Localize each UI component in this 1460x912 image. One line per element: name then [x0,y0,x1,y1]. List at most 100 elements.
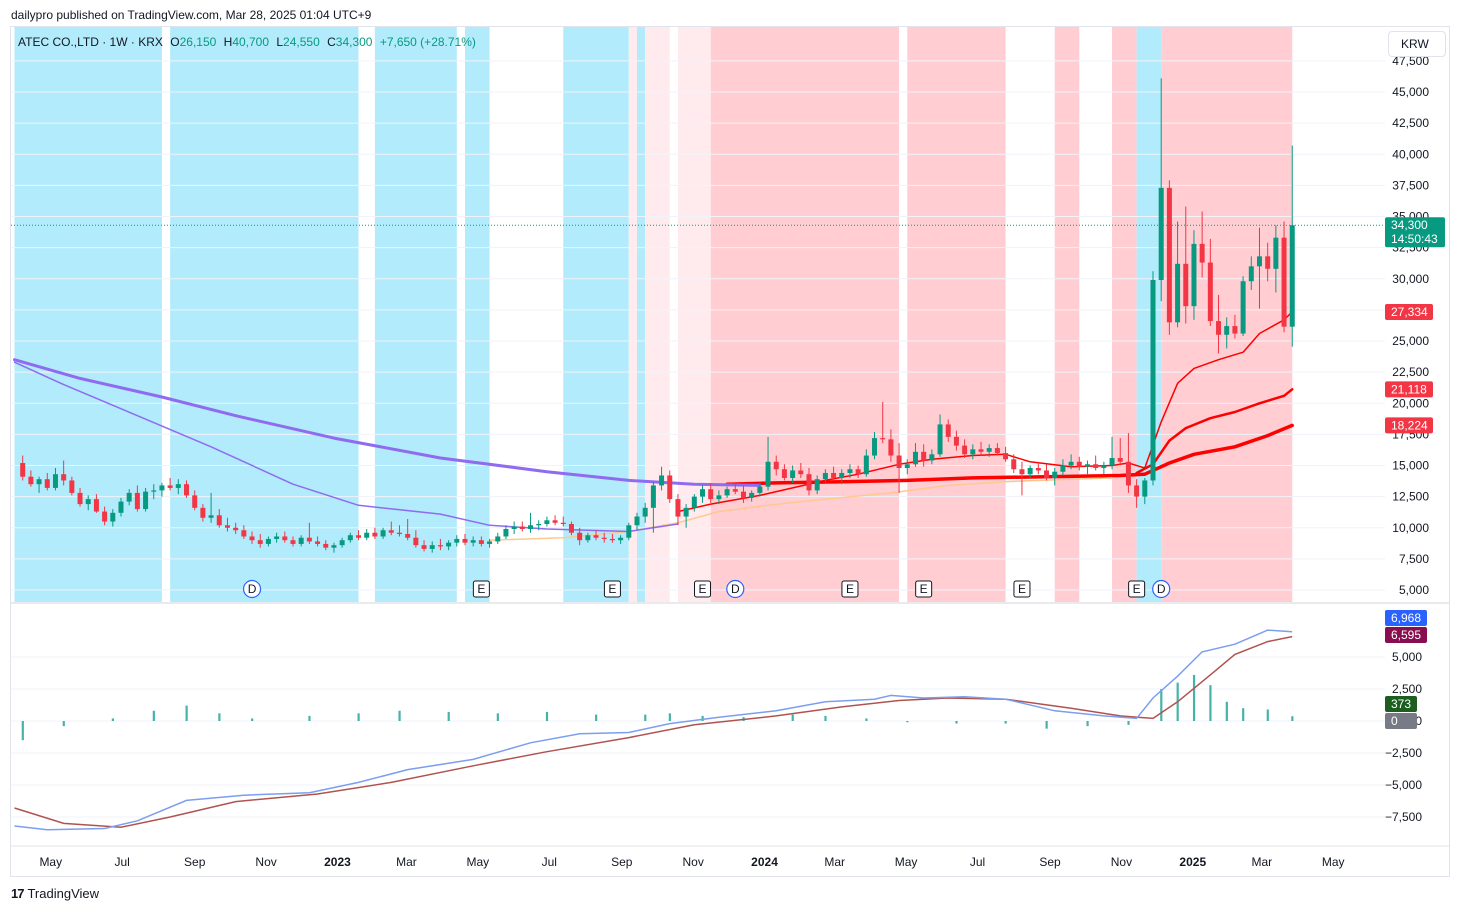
candle-body [822,472,828,480]
candle-body [863,455,869,475]
legend-open-label: O [170,35,180,49]
moving-average-line [488,477,1113,541]
histogram-bar [595,714,598,721]
candle-body [52,474,58,488]
oscillator-label-tag [1385,696,1417,712]
candle-body [364,532,370,538]
earnings-marker[interactable] [1128,580,1146,598]
candle-body [1175,263,1181,323]
time-axis-tick: Nov [682,855,703,869]
moving-average-line [13,361,679,533]
time-axis-tick: May [895,855,918,869]
background-band [710,27,900,602]
candle-body [388,530,394,533]
candle-body [93,499,99,512]
candle-body [1035,467,1041,471]
legend-change: +7,650 (+28.71%) [379,35,476,49]
oscillator-label-value: 0 [1391,714,1398,728]
candle-body [1117,458,1123,462]
time-axis-tick: Mar [824,855,845,869]
earnings-marker[interactable] [841,580,859,598]
dividend-marker-label: D [731,582,740,596]
time-axis-tick: Mar [396,855,417,869]
earnings-marker[interactable] [694,580,712,598]
candle-body [675,499,681,517]
histogram-bar [1086,721,1089,727]
price-axis-tick: 15,000 [1392,459,1429,473]
oscillator-axis-tick: 0 [1415,714,1422,728]
histogram-bar [1045,721,1048,729]
histogram-bar [1004,721,1007,724]
candle-body [20,463,26,477]
price-label-value: 34,300 [1391,218,1428,232]
candle-body [159,485,165,491]
earnings-marker[interactable] [915,580,933,598]
candle-body [1142,480,1148,497]
candle-body [200,507,206,518]
candle-body [888,439,894,456]
candle-body [323,543,329,548]
candle-body [495,536,501,542]
candle-body [552,520,558,523]
candle-body [208,515,214,518]
candle-body [1256,256,1262,267]
footer-brand: TradingView [27,886,100,901]
legend-close: 34,300 [335,35,373,49]
candle-body [429,545,435,549]
histogram-bar [185,705,188,721]
candle-body [921,451,927,461]
candle-body [806,474,812,491]
dividend-marker[interactable] [242,579,262,599]
tradingview-footer[interactable]: 17 TradingView [11,886,99,901]
publish-header: dailypro published on TradingView.com, M… [11,8,372,22]
oscillator-axis-tick: −2,500 [1385,746,1422,760]
histogram-bar [906,721,909,723]
histogram-bar [447,712,450,721]
candle-body [700,489,706,497]
candle-body [986,448,992,452]
oscillator-label-tag [1385,713,1417,729]
background-band [907,27,1006,602]
histogram-bar [251,718,254,721]
time-axis-tick: Sep [184,855,206,869]
time-axis-tick: Jul [542,855,557,869]
price-label-tag [1385,217,1445,248]
earnings-marker[interactable] [603,580,621,598]
dividend-marker[interactable] [1152,579,1171,599]
candle-body [126,492,132,502]
background-band [628,27,637,602]
price-label-tag [1385,417,1433,434]
histogram-bar [1209,685,1212,721]
candle-body [618,537,624,541]
histogram-bar [1192,674,1196,721]
candle-body [757,486,763,493]
candle-body [216,515,222,526]
candle-body [904,464,910,468]
candle-body [724,489,730,496]
histogram-bar [357,713,360,721]
background-band [170,27,359,602]
earnings-marker[interactable] [472,580,490,598]
time-axis-tick: 2024 [751,855,778,869]
candle-body [1134,485,1140,497]
currency-selector[interactable]: KRW [1388,31,1446,57]
candle-body [953,436,959,446]
histogram-bar [1225,701,1228,721]
candle-body [44,479,50,488]
candle-body [585,535,591,541]
candle-body [478,540,484,544]
time-axis-tick: Sep [1039,855,1061,869]
histogram-bar [1160,689,1163,721]
candle-body [487,541,493,544]
candle-body [1224,326,1230,335]
candle-body [298,537,304,544]
earnings-marker[interactable] [1013,580,1031,598]
dividend-marker[interactable] [726,579,745,599]
price-axis-tick: 42,500 [1392,116,1429,130]
candle-body [1183,263,1189,307]
candle-body [1068,461,1074,466]
tradingview-logo-icon: 17 [11,886,25,901]
candle-body [380,530,386,537]
symbol-legend: ATEC CO.,LTD · 1W · KRX O26,150 H40,700 … [18,35,476,49]
